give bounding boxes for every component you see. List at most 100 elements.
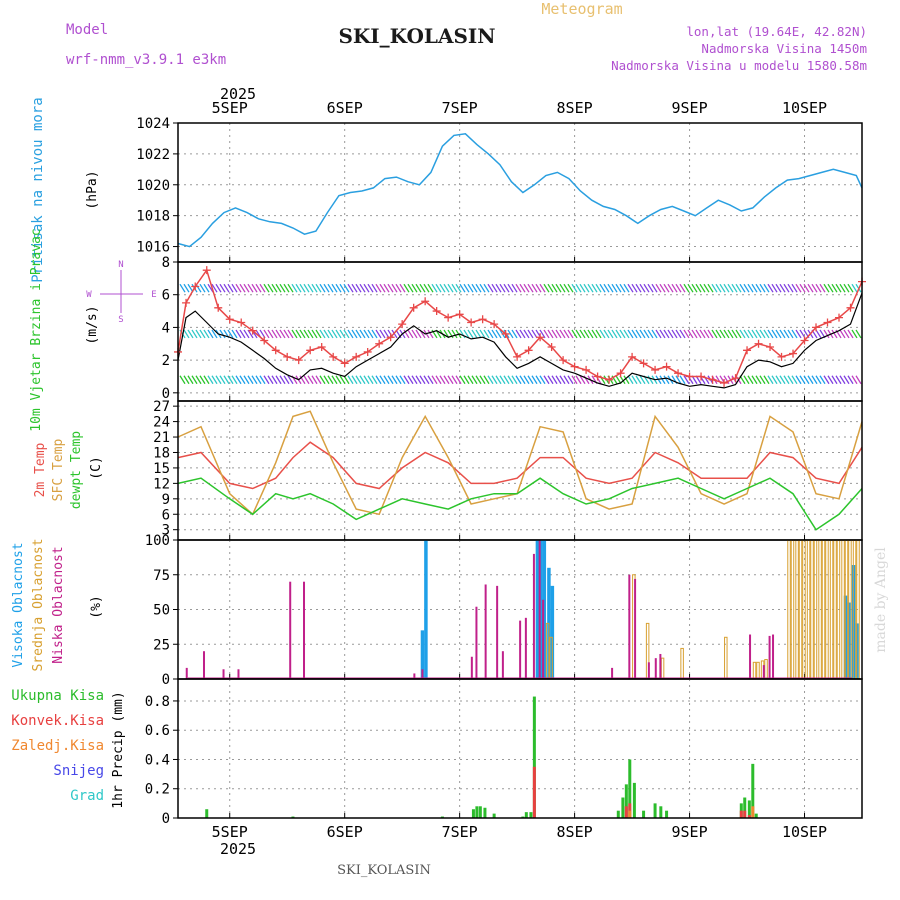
bottom-day-label: 9SEP bbox=[672, 823, 708, 841]
cloud-bar bbox=[772, 634, 775, 679]
wind-barb bbox=[203, 329, 210, 339]
cloud-bar bbox=[496, 585, 499, 679]
wind-barb bbox=[563, 375, 570, 385]
wind-barb bbox=[695, 283, 702, 293]
wind-gust-marker bbox=[708, 375, 717, 384]
wind-gust-marker bbox=[182, 298, 191, 307]
precipitation-bar bbox=[492, 813, 496, 818]
wind-gust-marker bbox=[662, 362, 671, 371]
wind-gust-marker bbox=[823, 318, 832, 327]
wind-barb bbox=[511, 329, 518, 339]
wind-barb bbox=[543, 329, 550, 339]
wind-barb bbox=[371, 375, 378, 385]
wind-barb bbox=[515, 283, 522, 293]
wind-barb bbox=[187, 375, 194, 385]
wind-barb bbox=[571, 375, 578, 385]
wind-barb bbox=[315, 283, 322, 293]
wind-barb bbox=[535, 375, 542, 385]
wind-barb bbox=[367, 375, 374, 385]
wind-barb bbox=[539, 283, 546, 293]
legend-freezing-rain: Zaledj.Kisa bbox=[11, 738, 104, 754]
wind-barb bbox=[447, 283, 454, 293]
wind-barb bbox=[839, 283, 846, 293]
bottom-day-label: 7SEP bbox=[442, 823, 478, 841]
wind-barb bbox=[699, 329, 706, 339]
wind-barb bbox=[251, 283, 258, 293]
wind-barb bbox=[559, 329, 566, 339]
wind-barb bbox=[183, 329, 190, 339]
wind-barb bbox=[547, 375, 554, 385]
wind-barb bbox=[339, 283, 346, 293]
wind-barb bbox=[435, 375, 442, 385]
wind-barb bbox=[819, 375, 826, 385]
wind-barb bbox=[391, 375, 398, 385]
top-day-label: 5SEP bbox=[212, 99, 248, 117]
pressure-ytick-label: 1016 bbox=[136, 240, 170, 256]
wind-barb bbox=[195, 329, 202, 339]
wind-barb bbox=[539, 375, 546, 385]
cloud-bar bbox=[542, 540, 547, 679]
precipitation-bar bbox=[471, 809, 475, 818]
cloud-bar bbox=[519, 620, 522, 679]
wind-barb bbox=[635, 375, 642, 385]
wind-gust-marker bbox=[386, 333, 395, 342]
wind-barb bbox=[359, 329, 366, 339]
wind-barb bbox=[323, 283, 330, 293]
wind-barb bbox=[751, 283, 758, 293]
precipitation-bar bbox=[653, 803, 657, 818]
station-title: SKI_KOLASIN bbox=[338, 24, 495, 48]
wind-barb bbox=[703, 329, 710, 339]
precipitation-ytick-label: 0.6 bbox=[145, 723, 170, 739]
top-day-label: 8SEP bbox=[557, 99, 593, 117]
wind-barb bbox=[247, 283, 254, 293]
wind-barb bbox=[403, 375, 410, 385]
wind-barb bbox=[235, 375, 242, 385]
wind-barb bbox=[475, 283, 482, 293]
wind-barb bbox=[455, 375, 462, 385]
precipitation-bar bbox=[205, 809, 209, 818]
wind-barb bbox=[587, 329, 594, 339]
wind-barb bbox=[747, 283, 754, 293]
wind-barb bbox=[563, 329, 570, 339]
wind-barb bbox=[583, 283, 590, 293]
wind-barb bbox=[667, 329, 674, 339]
wind-barb bbox=[267, 329, 274, 339]
wind-barb bbox=[663, 375, 670, 385]
wind-barb bbox=[511, 283, 518, 293]
wind-barb bbox=[595, 329, 602, 339]
wind-barb bbox=[511, 375, 518, 385]
wind-barb bbox=[263, 283, 270, 293]
wind-barb bbox=[699, 283, 706, 293]
wind-barb bbox=[299, 329, 306, 339]
cloud-bar bbox=[420, 630, 425, 679]
wind-barb bbox=[239, 375, 246, 385]
wind-barb bbox=[643, 283, 650, 293]
wind-barb bbox=[767, 375, 774, 385]
wind-barb bbox=[631, 375, 638, 385]
wind-barb bbox=[299, 283, 306, 293]
wind-barb bbox=[659, 283, 666, 293]
wind-barb bbox=[531, 375, 538, 385]
wind-gust-marker bbox=[800, 336, 809, 345]
wind-gust-marker bbox=[283, 352, 292, 361]
wind-barb bbox=[659, 329, 666, 339]
cloud-bar bbox=[768, 635, 771, 679]
wind-barb bbox=[199, 283, 206, 293]
panels: 1016101810201022102402468369121518212427… bbox=[136, 116, 866, 827]
wind-barb bbox=[267, 283, 274, 293]
wind-barb bbox=[479, 329, 486, 339]
cloud-bar bbox=[749, 634, 752, 679]
wind-barb bbox=[835, 283, 842, 293]
precipitation-ytick-label: 0.4 bbox=[145, 752, 170, 768]
wind-barb bbox=[191, 329, 198, 339]
wind-barb bbox=[475, 329, 482, 339]
wind-barb bbox=[291, 283, 298, 293]
cloud-bar bbox=[660, 657, 665, 680]
wind-barb bbox=[659, 375, 666, 385]
wind-barb bbox=[391, 283, 398, 293]
wind-barb bbox=[803, 375, 810, 385]
wind-barb bbox=[211, 283, 218, 293]
wind-barb bbox=[359, 375, 366, 385]
compass-n: N bbox=[118, 260, 123, 270]
legend-conv-rain: Konvek.Kisa bbox=[11, 713, 104, 729]
